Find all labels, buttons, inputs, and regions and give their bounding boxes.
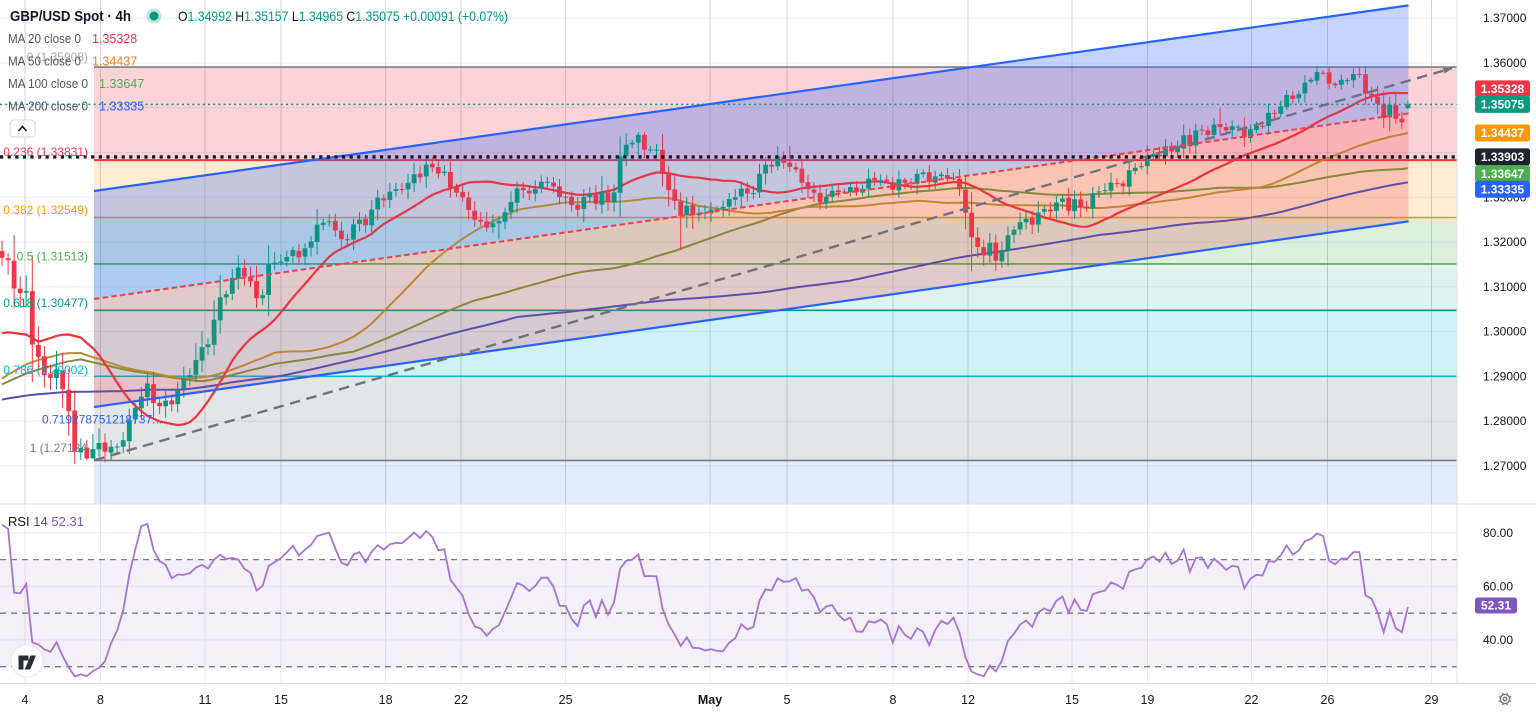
svg-text:8: 8 [890, 693, 897, 707]
svg-text:26: 26 [1321, 693, 1335, 707]
svg-text:1.33647: 1.33647 [1481, 167, 1525, 181]
svg-text:1.33335: 1.33335 [1481, 183, 1525, 197]
svg-text:5: 5 [784, 693, 791, 707]
svg-text:8: 8 [97, 693, 104, 707]
svg-text:1.29000: 1.29000 [1483, 369, 1527, 383]
svg-text:1.35328: 1.35328 [92, 32, 137, 46]
svg-text:O1.34992 H1.35157 L1.34965 C1.: O1.34992 H1.35157 L1.34965 C1.35075 +0.0… [178, 8, 508, 24]
svg-text:52.31: 52.31 [1481, 599, 1511, 613]
svg-text:MA 20 close 0: MA 20 close 0 [8, 32, 81, 46]
svg-text:1.32000: 1.32000 [1483, 235, 1527, 249]
svg-text:11: 11 [199, 693, 212, 707]
svg-text:40.00: 40.00 [1483, 633, 1513, 647]
svg-text:22: 22 [454, 693, 468, 707]
svg-text:25: 25 [559, 693, 573, 707]
svg-text:May: May [698, 693, 722, 707]
svg-text:29: 29 [1425, 693, 1439, 707]
svg-text:0.236 (1.33831): 0.236 (1.33831) [3, 145, 88, 159]
svg-text:1.35075: 1.35075 [1481, 98, 1525, 112]
svg-text:MA 100 close 0: MA 100 close 0 [8, 77, 88, 91]
svg-text:1 (1.27124: 1 (1.27124 [30, 441, 88, 455]
svg-text:19: 19 [1141, 693, 1155, 707]
svg-text:1.33335: 1.33335 [99, 100, 144, 114]
svg-text:MA 50 close 0: MA 50 close 0 [8, 55, 81, 69]
svg-text:GBP/USD Spot · 4h: GBP/USD Spot · 4h [10, 9, 131, 25]
svg-text:1.27000: 1.27000 [1483, 459, 1527, 473]
svg-text:0.719278751218737...: 0.719278751218737... [42, 413, 162, 427]
svg-text:0.786 (1.29002): 0.786 (1.29002) [3, 363, 88, 377]
svg-text:1.34437: 1.34437 [92, 55, 137, 69]
svg-text:1.33647: 1.33647 [99, 77, 144, 91]
svg-text:0 (1.35908): 0 (1.35908) [27, 50, 88, 64]
svg-text:1.31000: 1.31000 [1483, 280, 1527, 294]
svg-text:22: 22 [1245, 693, 1259, 707]
svg-text:RSI 14 52.31: RSI 14 52.31 [8, 514, 84, 529]
svg-text:12: 12 [961, 693, 975, 707]
svg-text:0.382 (1.32549): 0.382 (1.32549) [3, 203, 88, 217]
svg-text:15: 15 [274, 693, 288, 707]
svg-text:1.37000: 1.37000 [1483, 11, 1527, 25]
svg-text:1.36000: 1.36000 [1483, 56, 1527, 70]
svg-text:60.00: 60.00 [1483, 579, 1513, 593]
svg-text:1.30000: 1.30000 [1483, 325, 1527, 339]
svg-text:1.35328: 1.35328 [1481, 82, 1525, 96]
svg-text:1.28000: 1.28000 [1483, 414, 1527, 428]
svg-text:15: 15 [1065, 693, 1079, 707]
svg-text:18: 18 [379, 693, 393, 707]
svg-text:MA 200 close 0: MA 200 close 0 [8, 100, 88, 114]
svg-text:4: 4 [22, 693, 29, 707]
svg-text:1.33903: 1.33903 [1481, 150, 1525, 164]
svg-text:0.618 (1.30477): 0.618 (1.30477) [3, 296, 88, 310]
svg-text:1.34437: 1.34437 [1481, 126, 1525, 140]
svg-text:80.00: 80.00 [1483, 526, 1513, 540]
svg-text:0.5 (1.31513): 0.5 (1.31513) [17, 250, 88, 264]
